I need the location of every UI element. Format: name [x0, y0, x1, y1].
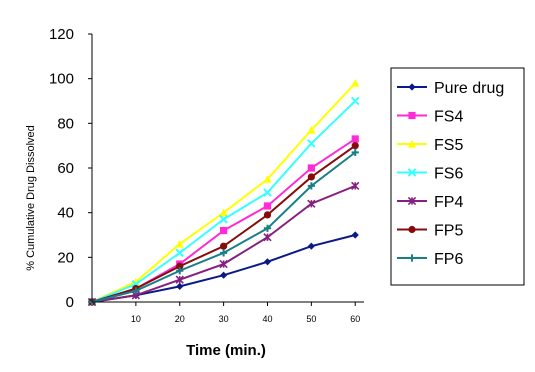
- data-point-fp6: [176, 267, 184, 275]
- data-point-fs5: [307, 125, 316, 134]
- legend-marker-fs5: [407, 139, 417, 148]
- data-point-fs5: [219, 208, 228, 217]
- data-point-fs4: [351, 135, 359, 143]
- data-point-fp4: [219, 259, 228, 269]
- data-point-fp5: [176, 262, 184, 270]
- data-point-fp6: [263, 224, 272, 232]
- data-point-pure-drug: [263, 258, 272, 266]
- data-point-pure-drug: [351, 231, 359, 239]
- data-point-fp5: [263, 211, 272, 219]
- legend-item-fs4: FS4: [397, 109, 463, 126]
- data-point-fs4: [307, 164, 315, 172]
- data-point-fp5: [351, 142, 359, 150]
- y-tick-label: 120: [49, 26, 74, 43]
- legend-item-fp6: FP6: [397, 251, 463, 268]
- data-point-fs6: [219, 215, 228, 224]
- y-tick-label: 40: [57, 205, 74, 222]
- x-tick-label: 60: [350, 314, 360, 324]
- legend-marker-fp5: [408, 225, 416, 234]
- x-tick-label: 10: [131, 314, 141, 324]
- legend-item-fp4: FP4: [397, 194, 463, 211]
- series-layer: [87, 79, 360, 307]
- data-point-fs6: [175, 248, 185, 258]
- legend-marker-fp4: [407, 196, 417, 206]
- legend-item-fs6: FS6: [397, 166, 463, 183]
- data-point-fs6: [263, 188, 272, 197]
- y-tick-label: 80: [57, 115, 74, 132]
- data-point-pure-drug: [220, 271, 228, 279]
- series-fp6: [88, 148, 359, 306]
- legend-marker-fp6: [408, 254, 416, 262]
- x-tick-label: 50: [306, 314, 316, 324]
- legend-item-fp5: FP5: [397, 223, 463, 240]
- x-axis-label: Time (min.): [186, 342, 266, 359]
- data-point-pure-drug: [176, 282, 184, 290]
- data-point-fs5: [263, 175, 272, 183]
- legend-label-fs5: FS5: [434, 137, 463, 154]
- legend-marker-fs4: [408, 111, 416, 120]
- legend-marker-fs6: [407, 168, 417, 177]
- legend-label-fp4: FP4: [434, 194, 463, 211]
- data-point-fp5: [307, 173, 315, 181]
- y-tick-label: 0: [66, 294, 74, 311]
- legend-box: [390, 67, 525, 286]
- legend-item-fs5: FS5: [397, 137, 463, 154]
- data-point-fs5: [351, 79, 360, 87]
- data-point-fp6: [307, 182, 315, 190]
- x-tick-label: 40: [262, 314, 272, 324]
- data-point-fs6: [307, 139, 316, 148]
- legend-marker-pure-drug: [408, 83, 416, 91]
- data-point-fs5: [175, 239, 184, 248]
- data-point-fp6: [220, 249, 228, 257]
- x-tick-label: 30: [219, 314, 229, 324]
- y-tick-label: 100: [49, 71, 74, 88]
- y-axis-ticks: 0 20 40 60 80 100 120: [49, 26, 92, 311]
- legend-label-fp6: FP6: [434, 251, 463, 268]
- data-point-fs4: [263, 202, 272, 210]
- series-fp4: [87, 181, 360, 307]
- y-axis-label: % Cumulative Drug Dissolved: [25, 125, 37, 271]
- data-point-pure-drug: [307, 242, 315, 250]
- legend-item-pure-drug: Pure drug: [397, 80, 504, 97]
- legend-label-fs6: FS6: [434, 166, 463, 183]
- x-tick-label: 20: [175, 314, 185, 324]
- y-tick-label: 60: [57, 160, 74, 177]
- legend-label-fp5: FP5: [434, 223, 463, 240]
- data-point-fp6: [132, 287, 140, 295]
- y-tick-label: 20: [57, 249, 74, 266]
- data-point-fp5: [220, 242, 228, 250]
- legend: Pure drug FS4 FS5 FS6 FP4 FP5 FP6: [390, 67, 525, 286]
- data-point-fs6: [350, 96, 360, 106]
- x-axis-ticks: 10 20 30 40 50 60: [91, 302, 360, 324]
- data-point-fp4: [351, 181, 360, 191]
- legend-label-pure-drug: Pure drug: [434, 80, 504, 97]
- legend-label-fs4: FS4: [434, 109, 463, 126]
- data-point-fp4: [263, 233, 272, 242]
- data-point-fp4: [175, 275, 184, 284]
- data-point-fs4: [220, 226, 228, 235]
- data-point-fp4: [307, 199, 316, 208]
- data-point-fp6: [351, 148, 359, 156]
